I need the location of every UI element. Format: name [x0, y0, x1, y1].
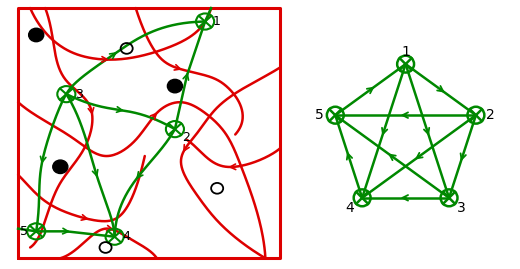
Text: 4: 4	[345, 201, 354, 215]
Text: 1: 1	[401, 45, 410, 59]
Text: 5: 5	[315, 108, 324, 122]
Text: 2: 2	[183, 131, 190, 144]
Circle shape	[167, 79, 183, 93]
Text: 5: 5	[20, 225, 28, 238]
Circle shape	[53, 160, 68, 174]
Text: 4: 4	[122, 230, 130, 243]
Text: 1: 1	[213, 15, 220, 28]
Circle shape	[29, 28, 44, 42]
Text: 3: 3	[457, 201, 466, 215]
Text: 2: 2	[486, 108, 495, 122]
Text: 3: 3	[75, 88, 83, 101]
